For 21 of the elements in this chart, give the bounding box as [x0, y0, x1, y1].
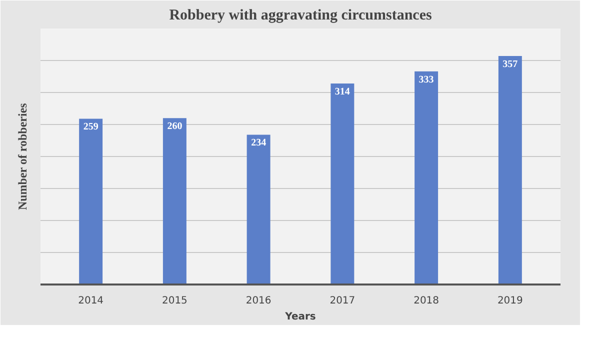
x-tick-label: 2014: [78, 296, 104, 306]
data-label: 259: [83, 122, 98, 133]
bar: [414, 71, 438, 284]
x-tick-label: 2019: [497, 296, 523, 306]
x-tick-label: 2018: [414, 296, 440, 306]
bar: [246, 134, 270, 284]
bar: [162, 118, 186, 284]
data-label: 333: [418, 74, 434, 86]
data-label: 314: [334, 86, 350, 98]
x-axis-title: Years: [284, 312, 316, 322]
x-tick-label: 2017: [330, 296, 356, 306]
x-tick-label: 2015: [162, 296, 188, 306]
bar: [498, 56, 522, 284]
x-tick-label: 2016: [246, 296, 272, 306]
bar: [330, 84, 354, 284]
chart-title: Robbery with aggravating circumstances: [169, 8, 432, 24]
y-axis-title: Number of robberies: [16, 102, 30, 210]
data-label: 260: [167, 121, 182, 132]
bar: [79, 118, 103, 284]
data-label: 357: [502, 59, 518, 70]
data-label: 234: [251, 138, 266, 149]
